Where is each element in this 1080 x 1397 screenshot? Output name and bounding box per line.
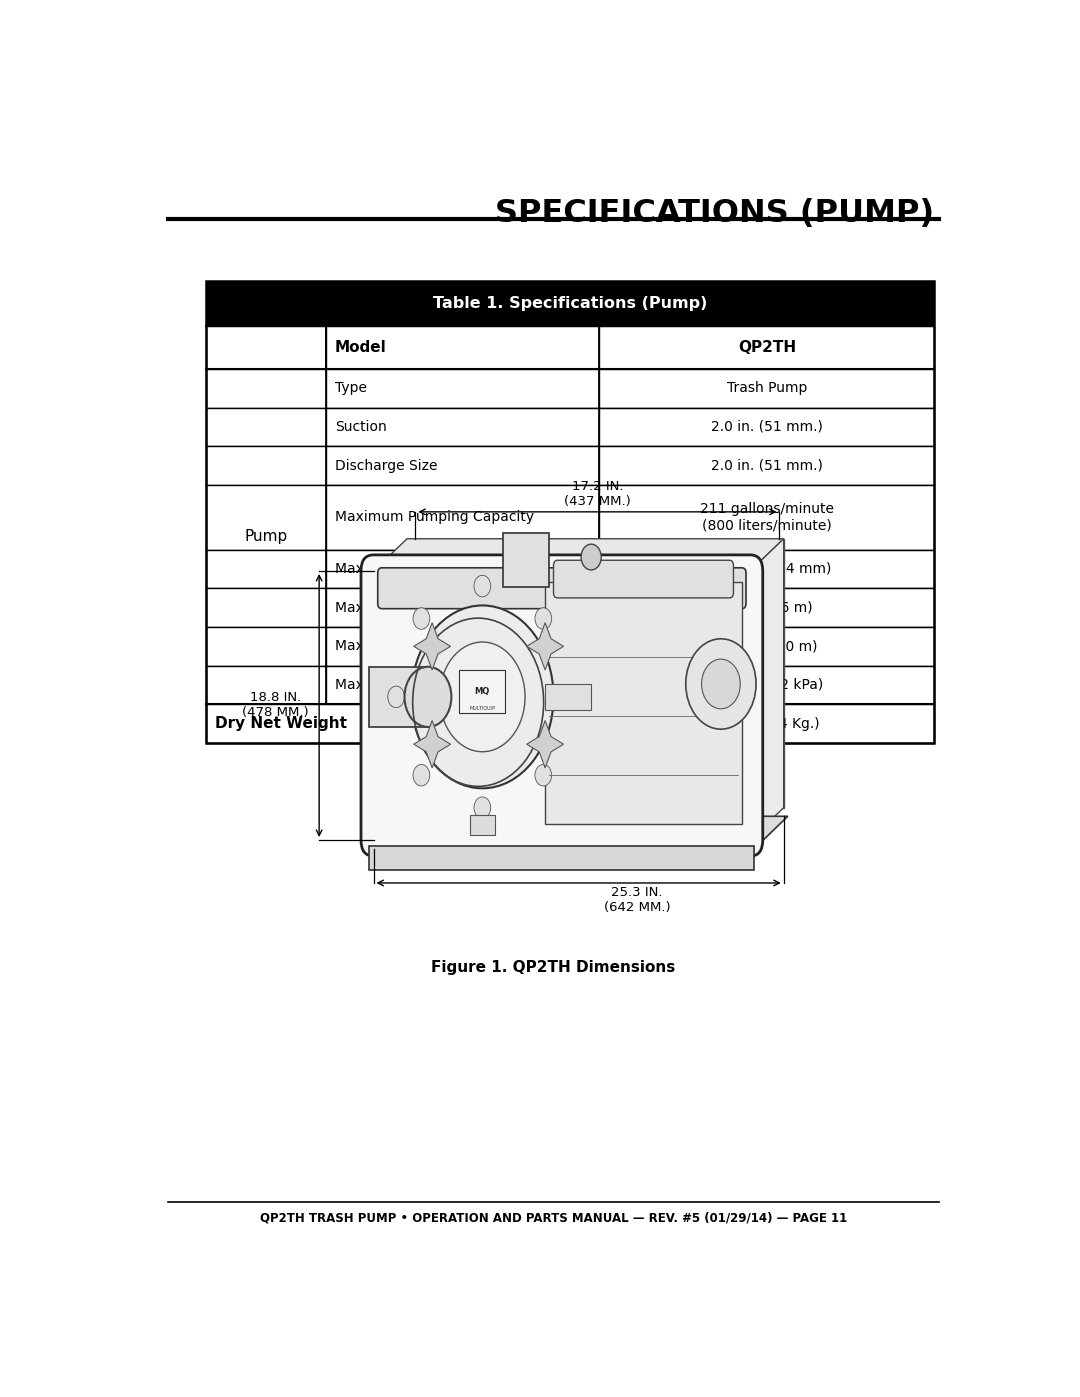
Text: 18.8 IN.
(478 MM.): 18.8 IN. (478 MM.) bbox=[243, 692, 309, 719]
FancyBboxPatch shape bbox=[369, 666, 428, 726]
Text: Figure 1. QP2TH Dimensions: Figure 1. QP2TH Dimensions bbox=[431, 960, 676, 975]
Circle shape bbox=[405, 666, 451, 726]
Text: 2.0 in. (51 mm.): 2.0 in. (51 mm.) bbox=[711, 420, 823, 434]
Text: 42 psi (292 kPa): 42 psi (292 kPa) bbox=[711, 678, 823, 692]
Text: Discharge Size: Discharge Size bbox=[335, 458, 437, 472]
Text: 97 lbs. (44 Kg.): 97 lbs. (44 Kg.) bbox=[714, 717, 820, 731]
Bar bbox=[599, 588, 934, 627]
Bar bbox=[599, 369, 934, 408]
FancyBboxPatch shape bbox=[545, 581, 742, 824]
Bar bbox=[599, 408, 934, 446]
Circle shape bbox=[535, 764, 552, 787]
Bar bbox=[326, 549, 599, 588]
Text: Max. Head: Max. Head bbox=[335, 640, 408, 654]
Text: SPECIFICATIONS (PUMP): SPECIFICATIONS (PUMP) bbox=[496, 198, 934, 229]
Bar bbox=[206, 485, 326, 549]
Circle shape bbox=[561, 686, 577, 708]
Circle shape bbox=[413, 764, 430, 787]
Bar bbox=[326, 666, 599, 704]
FancyBboxPatch shape bbox=[378, 567, 746, 609]
Bar bbox=[206, 666, 326, 704]
Text: Dry Net Weight: Dry Net Weight bbox=[215, 717, 347, 731]
Bar bbox=[206, 281, 934, 743]
Bar bbox=[599, 446, 934, 485]
Text: Pump: Pump bbox=[244, 529, 288, 543]
Text: QP2TH TRASH PUMP • OPERATION AND PARTS MANUAL — REV. #5 (01/29/14) — PAGE 11: QP2TH TRASH PUMP • OPERATION AND PARTS M… bbox=[260, 1211, 847, 1224]
Bar bbox=[369, 847, 755, 870]
FancyBboxPatch shape bbox=[361, 555, 762, 856]
Text: Type: Type bbox=[335, 381, 367, 395]
Polygon shape bbox=[369, 816, 788, 848]
FancyBboxPatch shape bbox=[554, 560, 733, 598]
Bar bbox=[326, 369, 599, 408]
Bar bbox=[206, 408, 326, 446]
Circle shape bbox=[474, 796, 490, 819]
Bar bbox=[545, 685, 591, 710]
Text: MQ: MQ bbox=[475, 687, 490, 696]
Bar bbox=[206, 326, 326, 369]
Text: Table 1. Specifications (Pump): Table 1. Specifications (Pump) bbox=[433, 296, 707, 310]
Text: 1.00 in. (25.4 mm): 1.00 in. (25.4 mm) bbox=[702, 562, 832, 576]
Circle shape bbox=[581, 545, 602, 570]
Circle shape bbox=[411, 605, 554, 788]
Bar bbox=[599, 627, 934, 666]
Polygon shape bbox=[414, 721, 450, 768]
Text: QP2TH: QP2TH bbox=[738, 339, 796, 355]
Bar bbox=[326, 326, 599, 369]
Polygon shape bbox=[407, 539, 784, 807]
Bar bbox=[326, 446, 599, 485]
Text: 17.2 IN.
(437 MM.): 17.2 IN. (437 MM.) bbox=[564, 479, 631, 507]
Bar bbox=[459, 671, 505, 712]
Bar bbox=[206, 549, 326, 588]
Text: Max. Lift: Max. Lift bbox=[335, 601, 394, 615]
Text: Trash Pump: Trash Pump bbox=[727, 381, 807, 395]
Polygon shape bbox=[374, 539, 784, 571]
Text: 98 ft. (30.0 m): 98 ft. (30.0 m) bbox=[717, 640, 818, 654]
Bar bbox=[599, 326, 934, 369]
Bar bbox=[326, 485, 599, 549]
Text: 25.3 IN.
(642 MM.): 25.3 IN. (642 MM.) bbox=[604, 886, 671, 914]
Text: 211 gallons/minute
(800 liters/minute): 211 gallons/minute (800 liters/minute) bbox=[700, 502, 834, 532]
Circle shape bbox=[440, 643, 525, 752]
Text: Suction: Suction bbox=[335, 420, 387, 434]
Circle shape bbox=[535, 608, 552, 629]
Bar bbox=[470, 816, 495, 834]
Text: Max. Solids Diameter: Max. Solids Diameter bbox=[335, 562, 483, 576]
Circle shape bbox=[388, 686, 405, 708]
Bar bbox=[206, 281, 934, 326]
Bar bbox=[326, 408, 599, 446]
FancyBboxPatch shape bbox=[503, 534, 550, 587]
Polygon shape bbox=[414, 623, 450, 671]
Bar bbox=[206, 446, 326, 485]
Text: 25 ft. (7.6 m): 25 ft. (7.6 m) bbox=[721, 601, 812, 615]
Bar bbox=[599, 485, 934, 549]
Bar bbox=[206, 704, 599, 743]
Polygon shape bbox=[751, 539, 784, 840]
Bar bbox=[599, 549, 934, 588]
Polygon shape bbox=[527, 623, 564, 671]
Bar bbox=[326, 588, 599, 627]
Text: 2.0 in. (51 mm.): 2.0 in. (51 mm.) bbox=[711, 458, 823, 472]
Bar bbox=[599, 666, 934, 704]
Text: Max. Pressure: Max. Pressure bbox=[335, 678, 431, 692]
Bar bbox=[206, 627, 326, 666]
Bar bbox=[599, 704, 934, 743]
Text: Model: Model bbox=[335, 339, 387, 355]
Circle shape bbox=[686, 638, 756, 729]
Circle shape bbox=[702, 659, 740, 708]
Circle shape bbox=[413, 608, 430, 629]
Polygon shape bbox=[527, 721, 564, 768]
Text: Maximum Pumping Capacity: Maximum Pumping Capacity bbox=[335, 510, 534, 524]
Bar bbox=[206, 369, 326, 408]
Bar bbox=[206, 588, 326, 627]
Bar bbox=[326, 627, 599, 666]
Circle shape bbox=[474, 576, 490, 597]
Text: MULTIQUIP: MULTIQUIP bbox=[470, 705, 496, 710]
